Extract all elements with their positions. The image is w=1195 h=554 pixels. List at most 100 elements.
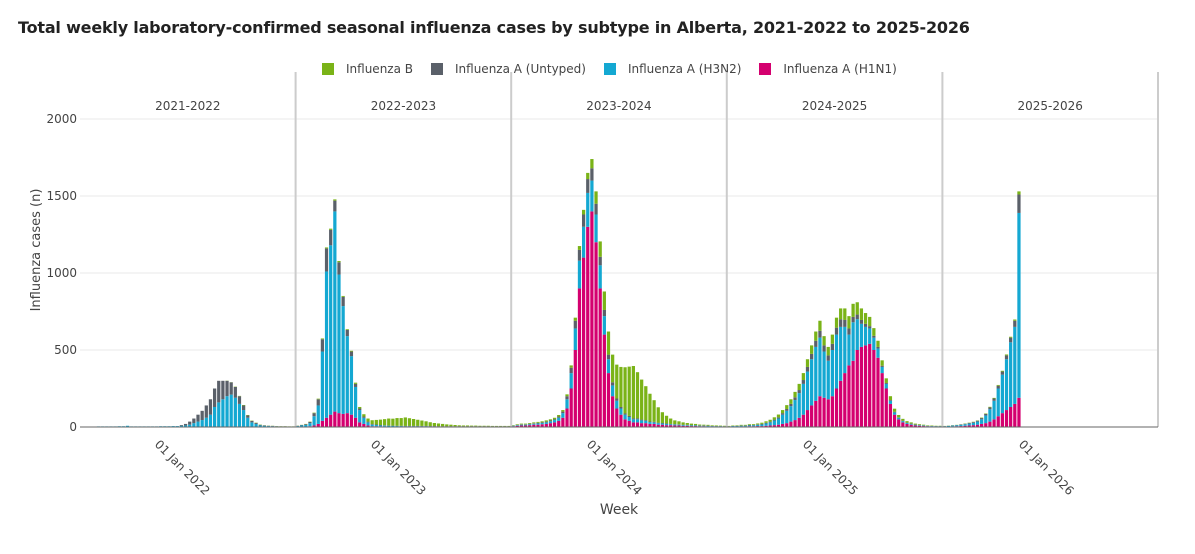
bar-segment-h3n2[interactable] <box>532 423 536 425</box>
bar-segment-untyped[interactable] <box>789 403 793 407</box>
bar-segment-h3n2[interactable] <box>295 426 300 427</box>
bar-segment-b[interactable] <box>395 418 399 426</box>
bar-segment-h3n2[interactable] <box>768 422 772 426</box>
bar-segment-h3n2[interactable] <box>1000 374 1004 414</box>
bar-segment-untyped[interactable] <box>1017 194 1021 213</box>
bar-segment-h3n2[interactable] <box>959 424 963 427</box>
bar-segment-h1n1[interactable] <box>980 423 984 427</box>
bar-segment-untyped[interactable] <box>586 179 590 193</box>
bar-segment-b[interactable] <box>453 425 457 427</box>
bar-segment-untyped[interactable] <box>329 229 333 246</box>
bar-segment-h1n1[interactable] <box>548 423 553 427</box>
bar-segment-h3n2[interactable] <box>681 425 685 426</box>
bar-segment-b[interactable] <box>631 366 635 419</box>
bar-segment-h3n2[interactable] <box>242 410 246 427</box>
bar-segment-b[interactable] <box>615 364 619 399</box>
bar-segment-untyped[interactable] <box>826 355 830 361</box>
bar-segment-h3n2[interactable] <box>358 410 362 423</box>
bar-segment-untyped[interactable] <box>250 420 254 423</box>
bar-segment-untyped[interactable] <box>644 420 648 421</box>
bar-segment-h1n1[interactable] <box>353 417 358 427</box>
bar-segment-h3n2[interactable] <box>669 424 673 426</box>
bar-segment-untyped[interactable] <box>992 398 996 401</box>
bar-segment-h1n1[interactable] <box>519 425 524 427</box>
bar-segment-untyped[interactable] <box>200 410 204 421</box>
bar-segment-untyped[interactable] <box>818 330 822 338</box>
bar-segment-h3n2[interactable] <box>569 373 573 389</box>
bar-segment-h1n1[interactable] <box>1017 397 1021 427</box>
bar-segment-h3n2[interactable] <box>760 424 764 427</box>
bar-segment-h3n2[interactable] <box>677 424 681 426</box>
bar-segment-b[interactable] <box>851 303 855 317</box>
bar-segment-h1n1[interactable] <box>859 346 864 427</box>
bar-segment-h3n2[interactable] <box>167 426 171 427</box>
bar-segment-h1n1[interactable] <box>594 242 598 427</box>
bar-segment-h1n1[interactable] <box>557 420 561 427</box>
bar-segment-h1n1[interactable] <box>868 343 872 427</box>
bar-segment-h3n2[interactable] <box>602 316 606 335</box>
bar-segment-b[interactable] <box>474 425 478 427</box>
bar-segment-untyped[interactable] <box>793 397 797 401</box>
bar-segment-h3n2[interactable] <box>163 426 167 427</box>
bar-segment-h3n2[interactable] <box>946 425 951 427</box>
bar-segment-h3n2[interactable] <box>523 424 528 426</box>
bar-segment-untyped[interactable] <box>358 408 362 411</box>
bar-segment-untyped[interactable] <box>830 343 834 350</box>
bar-segment-h3n2[interactable] <box>743 425 747 427</box>
bar-segment-b[interactable] <box>619 366 623 407</box>
bar-segment-h1n1[interactable] <box>565 408 569 427</box>
bar-segment-h1n1[interactable] <box>988 421 992 427</box>
bar-segment-b[interactable] <box>843 308 847 320</box>
bar-segment-b[interactable] <box>698 424 702 426</box>
bar-segment-b[interactable] <box>391 418 395 426</box>
bar-segment-untyped[interactable] <box>967 423 971 424</box>
bar-segment-b[interactable] <box>673 420 677 425</box>
bar-segment-b[interactable] <box>905 421 909 423</box>
bar-segment-h1n1[interactable] <box>532 424 536 427</box>
bar-segment-b[interactable] <box>1017 191 1021 195</box>
bar-segment-h1n1[interactable] <box>673 425 677 427</box>
bar-segment-h1n1[interactable] <box>764 425 768 427</box>
bar-segment-h3n2[interactable] <box>300 425 304 427</box>
bar-segment-b[interactable] <box>420 420 424 426</box>
bar-segment-untyped[interactable] <box>764 422 768 424</box>
bar-segment-b[interactable] <box>358 406 362 409</box>
bar-segment-h3n2[interactable] <box>673 424 677 426</box>
bar-segment-b[interactable] <box>602 291 606 310</box>
bar-segment-h1n1[interactable] <box>818 396 822 427</box>
bar-segment-h3n2[interactable] <box>548 421 553 424</box>
bar-segment-untyped[interactable] <box>996 385 1000 389</box>
bar-segment-h3n2[interactable] <box>892 412 897 415</box>
bar-segment-h1n1[interactable] <box>640 423 644 427</box>
bar-segment-h3n2[interactable] <box>644 420 648 424</box>
bar-segment-h3n2[interactable] <box>756 424 760 427</box>
bar-segment-untyped[interactable] <box>884 382 888 384</box>
bar-segment-h3n2[interactable] <box>635 419 640 423</box>
bar-segment-h1n1[interactable] <box>329 414 333 427</box>
bar-segment-b[interactable] <box>333 199 337 201</box>
bar-segment-h3n2[interactable] <box>179 425 184 427</box>
bar-segment-untyped[interactable] <box>212 388 217 407</box>
bar-segment-untyped[interactable] <box>333 200 337 212</box>
bar-segment-h3n2[interactable] <box>606 359 611 374</box>
bar-segment-h1n1[interactable] <box>851 360 855 427</box>
bar-segment-h3n2[interactable] <box>805 371 810 411</box>
bar-segment-h3n2[interactable] <box>872 337 876 350</box>
bar-segment-b[interactable] <box>449 424 453 427</box>
bar-segment-h1n1[interactable] <box>996 416 1000 427</box>
bar-segment-b[interactable] <box>598 241 602 257</box>
bar-segment-h1n1[interactable] <box>644 423 648 427</box>
bar-segment-h3n2[interactable] <box>685 425 689 426</box>
bar-segment-b[interactable] <box>768 419 772 422</box>
bar-segment-h1n1[interactable] <box>984 423 988 427</box>
bar-segment-b[interactable] <box>540 421 544 423</box>
bar-segment-h1n1[interactable] <box>843 373 847 427</box>
bar-segment-h3n2[interactable] <box>863 326 868 346</box>
bar-segment-h3n2[interactable] <box>221 399 225 427</box>
bar-segment-h3n2[interactable] <box>1009 342 1013 407</box>
bar-segment-b[interactable] <box>611 354 615 383</box>
bar-segment-h3n2[interactable] <box>528 424 532 426</box>
legend-item-influenza-b[interactable]: Influenza B <box>322 62 413 76</box>
bar-segment-h3n2[interactable] <box>96 426 101 427</box>
bar-segment-untyped[interactable] <box>573 320 577 329</box>
